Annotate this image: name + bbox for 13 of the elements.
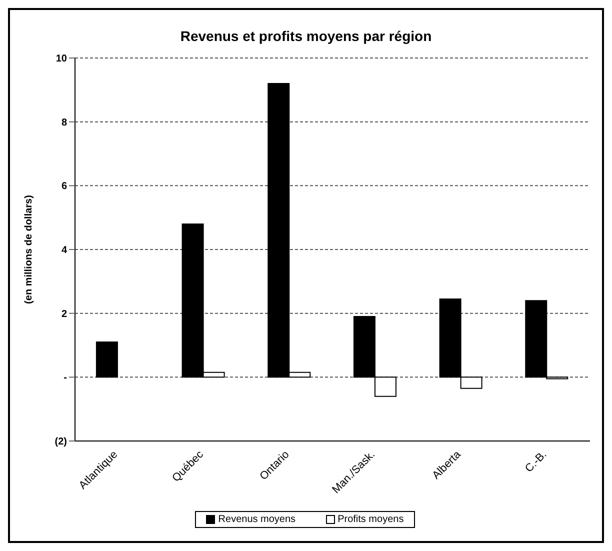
chart-title: Revenus et profits moyens par région [179, 28, 433, 44]
y-tick-label: 2 [61, 308, 68, 320]
x-tick-label: C.-B. [522, 448, 550, 475]
y-tick-label: 10 [56, 54, 68, 65]
y-tick-label: 4 [61, 245, 68, 256]
y-tick-label: (2) [54, 436, 67, 448]
y-tick-label: - [64, 372, 67, 384]
bar [96, 342, 118, 378]
y-tick-label: 6 [61, 181, 68, 192]
y-axis-title: (en millions de dollars) [24, 195, 35, 304]
legend-label: Revenus moyens [217, 514, 296, 525]
y-tick-label: 8 [61, 117, 68, 128]
legend-label: Profits moyens [336, 514, 404, 525]
